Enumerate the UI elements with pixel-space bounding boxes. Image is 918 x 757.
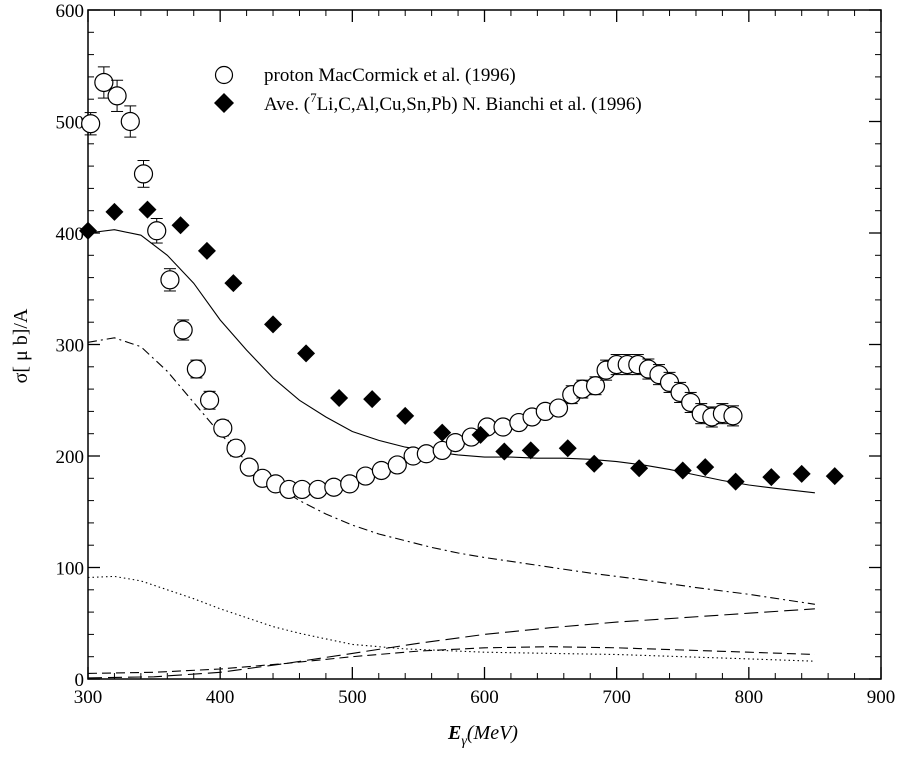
legend-label-bianchi: Ave. (7Li,C,Al,Cu,Sn,Pb) N. Bianchi et a… <box>264 90 642 115</box>
bianchi-point <box>521 441 540 460</box>
bianchi-point <box>171 216 190 235</box>
x-tick-label: 700 <box>602 687 631 708</box>
proton-point <box>120 111 140 132</box>
legend: proton MacCormick et al. (1996) Ave. (7L… <box>214 65 642 115</box>
bianchi-point <box>396 406 415 425</box>
tick-labels: 300 400 500 600 700 800 900 0 100 200 300 400 500 600 <box>56 1 896 708</box>
x-tick-label: 800 <box>735 687 764 708</box>
proton-point <box>308 479 328 500</box>
proton-point <box>226 438 246 458</box>
proton-point <box>416 444 436 464</box>
bianchi-point <box>673 461 692 480</box>
bianchi-point <box>297 344 316 363</box>
y-tick-label: 200 <box>56 447 85 468</box>
proton-point <box>147 221 167 241</box>
proton-point <box>213 418 233 438</box>
axis-ticks <box>87 9 882 680</box>
proton-point <box>94 72 114 93</box>
bianchi-point <box>224 274 243 293</box>
legend-open-circle-marker <box>214 65 234 85</box>
bianchi-point <box>585 454 604 473</box>
proton-point <box>340 474 360 494</box>
x-tick-label: 900 <box>867 687 896 708</box>
bianchi-point <box>363 390 382 409</box>
model-curves <box>87 229 815 679</box>
bianchi-point <box>696 458 715 477</box>
bianchi-point <box>471 425 490 444</box>
y-tick-label: 500 <box>56 113 85 134</box>
y-tick-label: 0 <box>75 670 85 691</box>
proton-point <box>81 114 101 134</box>
bianchi-point <box>197 241 216 260</box>
bianchi-point <box>825 467 844 486</box>
legend-filled-diamond-marker <box>214 93 234 113</box>
proton-point <box>107 86 127 106</box>
proton-point <box>324 477 344 497</box>
proton-point <box>186 359 206 379</box>
bianchi-point <box>433 423 452 442</box>
legend-label-proton: proton MacCormick et al. (1996) <box>264 65 516 86</box>
curve-dashed <box>87 646 815 674</box>
bianchi-point <box>264 315 283 334</box>
x-tick-label: 500 <box>338 687 367 708</box>
proton-point <box>493 417 513 437</box>
y-tick-label: 400 <box>56 224 85 245</box>
x-tick-label: 400 <box>206 687 235 708</box>
proton-point <box>173 320 193 340</box>
x-axis-title: Eγ(MeV) <box>447 722 518 749</box>
y-tick-label: 600 <box>56 1 85 22</box>
y-axis-title: σ[ μ b]/A <box>10 308 32 383</box>
bianchi-point <box>762 468 781 487</box>
bianchi-point <box>495 442 514 461</box>
proton-point <box>585 376 606 396</box>
proton-point <box>160 270 180 290</box>
bianchi-point <box>105 202 124 221</box>
y-tick-label: 100 <box>56 559 85 580</box>
proton-point <box>199 390 220 410</box>
proton-point <box>239 457 259 477</box>
y-tick-label: 300 <box>56 336 85 357</box>
bianchi-point <box>792 464 811 483</box>
bianchi-point <box>330 389 349 408</box>
curve-long-dash <box>87 608 815 679</box>
bianchi-point <box>138 200 157 219</box>
proton-point <box>723 406 743 426</box>
data-points <box>79 66 844 500</box>
proton-point <box>133 164 154 184</box>
bianchi-point <box>79 221 97 240</box>
bianchi-point <box>558 439 577 458</box>
x-tick-label: 600 <box>470 687 499 708</box>
proton-point <box>548 398 569 418</box>
proton-point <box>387 455 407 475</box>
bianchi-point <box>630 459 649 478</box>
curve-dotted <box>87 575 815 662</box>
x-tick-label: 300 <box>74 687 103 708</box>
bianchi-point <box>726 472 745 491</box>
curve-dash-dot <box>87 337 815 605</box>
